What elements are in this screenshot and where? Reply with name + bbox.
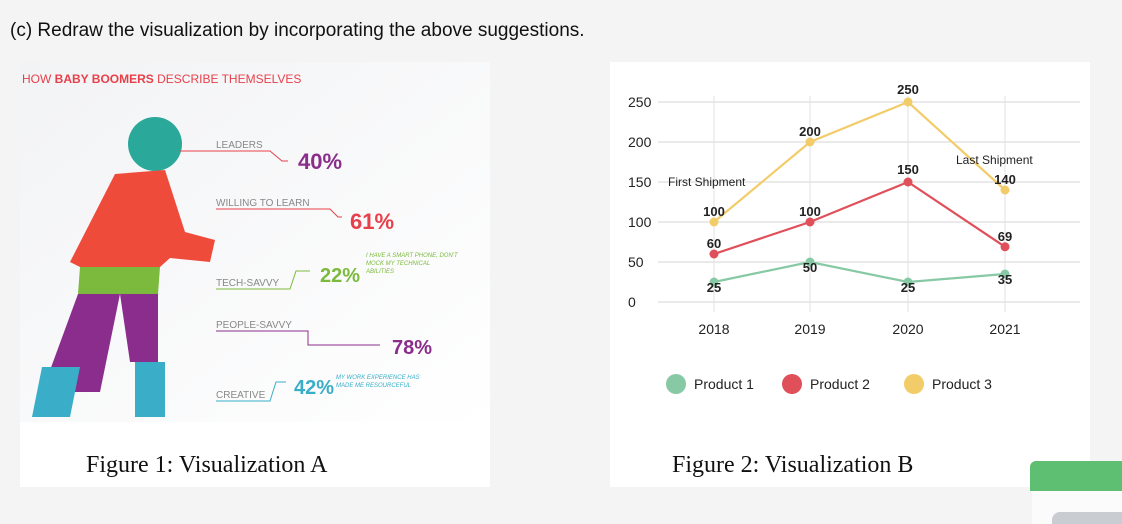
legend-swatch (782, 374, 802, 394)
row-connector (216, 330, 380, 346)
data-label: 250 (897, 82, 919, 97)
data-label: 100 (703, 204, 725, 219)
row-creative: CREATIVE 42% MY WORK EXPERIENCE HAS MADE… (216, 375, 420, 402)
chart-legend: Product 1 Product 2 Product 3 (666, 374, 992, 394)
x-tick-label: 2021 (989, 321, 1020, 337)
y-axis-ticks: 0 50 100 150 200 250 (628, 94, 652, 310)
chart-grid (658, 96, 1080, 312)
data-point (903, 177, 913, 187)
row-people-savvy: PEOPLE-SAVVY 78% (216, 320, 432, 359)
figure-right-leg (120, 294, 158, 362)
visualization-a-svg: HOW BABY BOOMERS DESCRIBE THEMSELVES LEA… (20, 62, 490, 422)
data-point (805, 137, 815, 147)
y-tick-label: 150 (628, 174, 652, 190)
corner-gray-tab (1052, 512, 1122, 524)
data-label: 100 (799, 204, 821, 219)
title-part-describe: DESCRIBE THEMSELVES (154, 72, 302, 86)
data-label: 140 (994, 172, 1016, 187)
tech-savvy-note-box: I HAVE A SMART PHONE, DON'T MOCK MY TECH… (366, 253, 458, 275)
data-point (903, 97, 913, 107)
legend-label: Product 3 (932, 376, 992, 392)
figure-torso (70, 170, 215, 267)
row-connector (216, 208, 342, 218)
infographic-title: HOW BABY BOOMERS DESCRIBE THEMSELVES (22, 72, 301, 86)
data-label: 150 (897, 162, 919, 177)
visualization-b-panel: 0 50 100 150 200 250 2018 2019 2020 2021 25 50 25 3… (610, 62, 1090, 487)
x-axis-ticks: 2018 2019 2020 2021 (698, 321, 1020, 337)
series-line (713, 260, 1006, 284)
legend-label: Product 1 (694, 376, 754, 392)
row-connector (216, 381, 286, 402)
data-label: 69 (998, 229, 1012, 244)
y-tick-label: 200 (628, 134, 652, 150)
row-label: WILLING TO LEARN (216, 198, 310, 209)
data-labels: 25 50 25 35 60 100 150 69 100 200 250 140 (703, 82, 1016, 295)
figure-right-foot (135, 362, 165, 417)
y-tick-label: 0 (628, 294, 636, 310)
row-value: 40% (298, 149, 342, 174)
series-line (713, 100, 1006, 223)
legend-swatch (666, 374, 686, 394)
last-shipment-annotation: Last Shipment (956, 153, 1033, 167)
row-value: 42% (294, 377, 334, 399)
row-value: 78% (392, 337, 432, 359)
y-tick-label: 100 (628, 214, 652, 230)
row-value: 61% (350, 209, 394, 234)
visualization-b-chart: 0 50 100 150 200 250 2018 2019 2020 2021 25 50 25 3… (628, 82, 1080, 394)
creative-note-box: MY WORK EXPERIENCE HAS MADE ME RESOURCEF… (336, 375, 420, 389)
row-connector (216, 270, 310, 290)
figure-left-foot (32, 367, 80, 417)
data-label: 200 (799, 124, 821, 139)
data-point (903, 277, 913, 287)
first-shipment-annotation: First Shipment (668, 175, 746, 189)
data-label: 25 (901, 280, 915, 295)
row-label: TECH-SAVVY (216, 278, 279, 289)
data-label: 25 (707, 280, 721, 295)
x-tick-label: 2020 (892, 321, 923, 337)
legend-label: Product 2 (810, 376, 870, 392)
row-tech-savvy: TECH-SAVVY 22% I HAVE A SMART PHONE, DON… (216, 253, 458, 290)
series-line (713, 180, 1006, 256)
y-tick-label: 50 (628, 254, 644, 270)
row-leaders: LEADERS 40% (180, 140, 342, 174)
title-part-how: HOW (22, 72, 55, 86)
row-note: MY WORK EXPERIENCE HAS MADE ME RESOURCEF… (336, 375, 420, 389)
figure-head (128, 117, 182, 171)
row-note: I HAVE A SMART PHONE, DON'T MOCK MY TECH… (366, 253, 458, 275)
page-heading: (c) Redraw the visualization by incorpor… (10, 20, 585, 41)
data-label: 50 (803, 260, 817, 275)
y-tick-label: 250 (628, 94, 652, 110)
title-part-baby-boomers: BABY BOOMERS (55, 72, 154, 86)
data-point (709, 249, 719, 259)
row-label: CREATIVE (216, 390, 266, 401)
row-willing-to-learn: WILLING TO LEARN 61% (216, 198, 394, 234)
series-points (709, 97, 1010, 287)
data-point (1000, 185, 1010, 195)
row-connector (180, 150, 288, 162)
series-lines (713, 100, 1006, 284)
corner-green-banner (1030, 461, 1122, 491)
visualization-a-panel: HOW BABY BOOMERS DESCRIBE THEMSELVES LEA… (20, 62, 490, 487)
x-tick-label: 2018 (698, 321, 729, 337)
baby-boomer-figure (32, 117, 215, 417)
data-point (709, 277, 719, 287)
row-value: 22% (320, 265, 360, 287)
row-label: PEOPLE-SAVVY (216, 320, 292, 331)
figure-waist (78, 267, 160, 294)
row-label: LEADERS (216, 140, 263, 151)
data-point (1000, 242, 1010, 252)
data-point (709, 217, 719, 227)
data-point (805, 217, 815, 227)
data-label: 60 (707, 236, 721, 251)
x-tick-label: 2019 (794, 321, 825, 337)
data-label: 35 (998, 272, 1012, 287)
legend-swatch (904, 374, 924, 394)
figure-b-caption: Figure 2: Visualization B (672, 452, 914, 478)
figure-a-caption: Figure 1: Visualization A (86, 452, 328, 478)
data-point (1000, 269, 1010, 279)
data-point (805, 257, 815, 267)
